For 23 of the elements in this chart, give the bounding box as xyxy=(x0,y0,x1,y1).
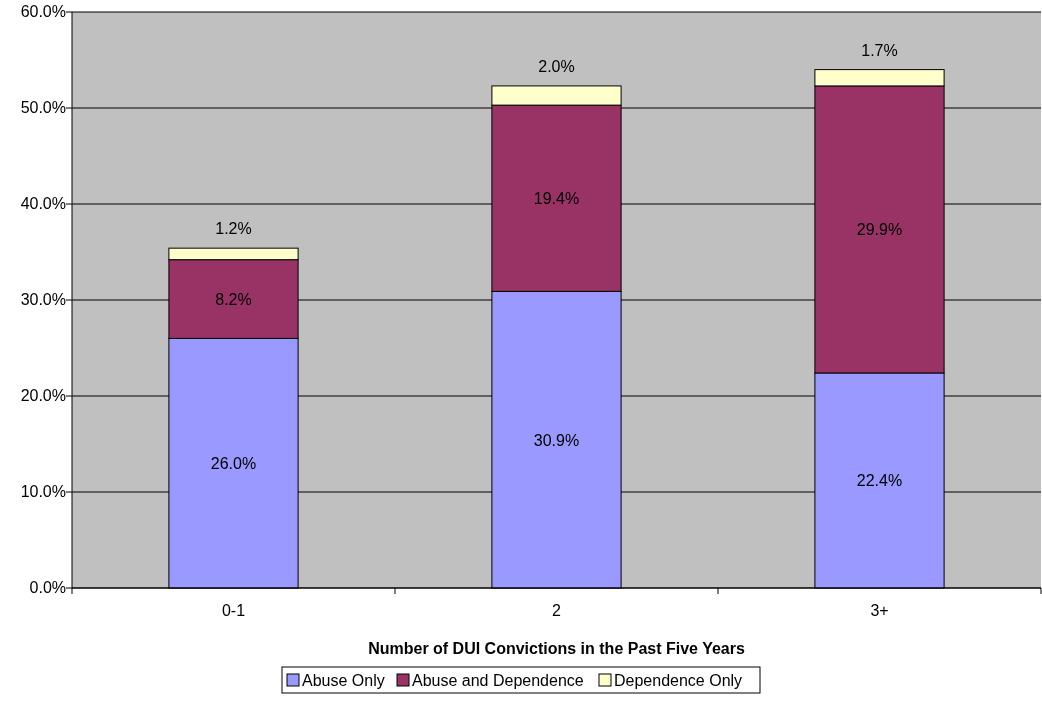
y-tick-label: 60.0% xyxy=(20,3,66,20)
y-tick-label: 30.0% xyxy=(20,291,66,308)
y-tick-label: 0.0% xyxy=(29,579,66,596)
data-label: 30.9% xyxy=(533,431,580,449)
x-tick-label: 0-1 xyxy=(221,602,246,619)
x-tick-label: 2 xyxy=(552,602,562,619)
data-label: 26.0% xyxy=(210,455,257,473)
data-label: 1.2% xyxy=(215,220,252,238)
legend-label: Abuse and Dependence xyxy=(412,672,584,689)
y-tick-label: 40.0% xyxy=(20,195,66,212)
y-tick-label: 20.0% xyxy=(20,387,66,404)
data-label: 29.9% xyxy=(856,221,903,239)
data-label: 19.4% xyxy=(533,190,580,208)
y-tick-label: 50.0% xyxy=(20,99,66,116)
x-tick-label: 3+ xyxy=(870,602,889,619)
data-label: 22.4% xyxy=(856,472,903,490)
data-label: 2.0% xyxy=(538,57,575,75)
legend-label: Abuse Only xyxy=(302,672,385,689)
y-tick-label: 10.0% xyxy=(20,483,66,500)
legend-label: Dependence Only xyxy=(614,672,743,689)
x-axis-title: Number of DUI Convictions in the Past Five Years xyxy=(368,640,745,657)
data-label: 1.7% xyxy=(861,41,898,59)
data-label: 8.2% xyxy=(215,291,252,309)
